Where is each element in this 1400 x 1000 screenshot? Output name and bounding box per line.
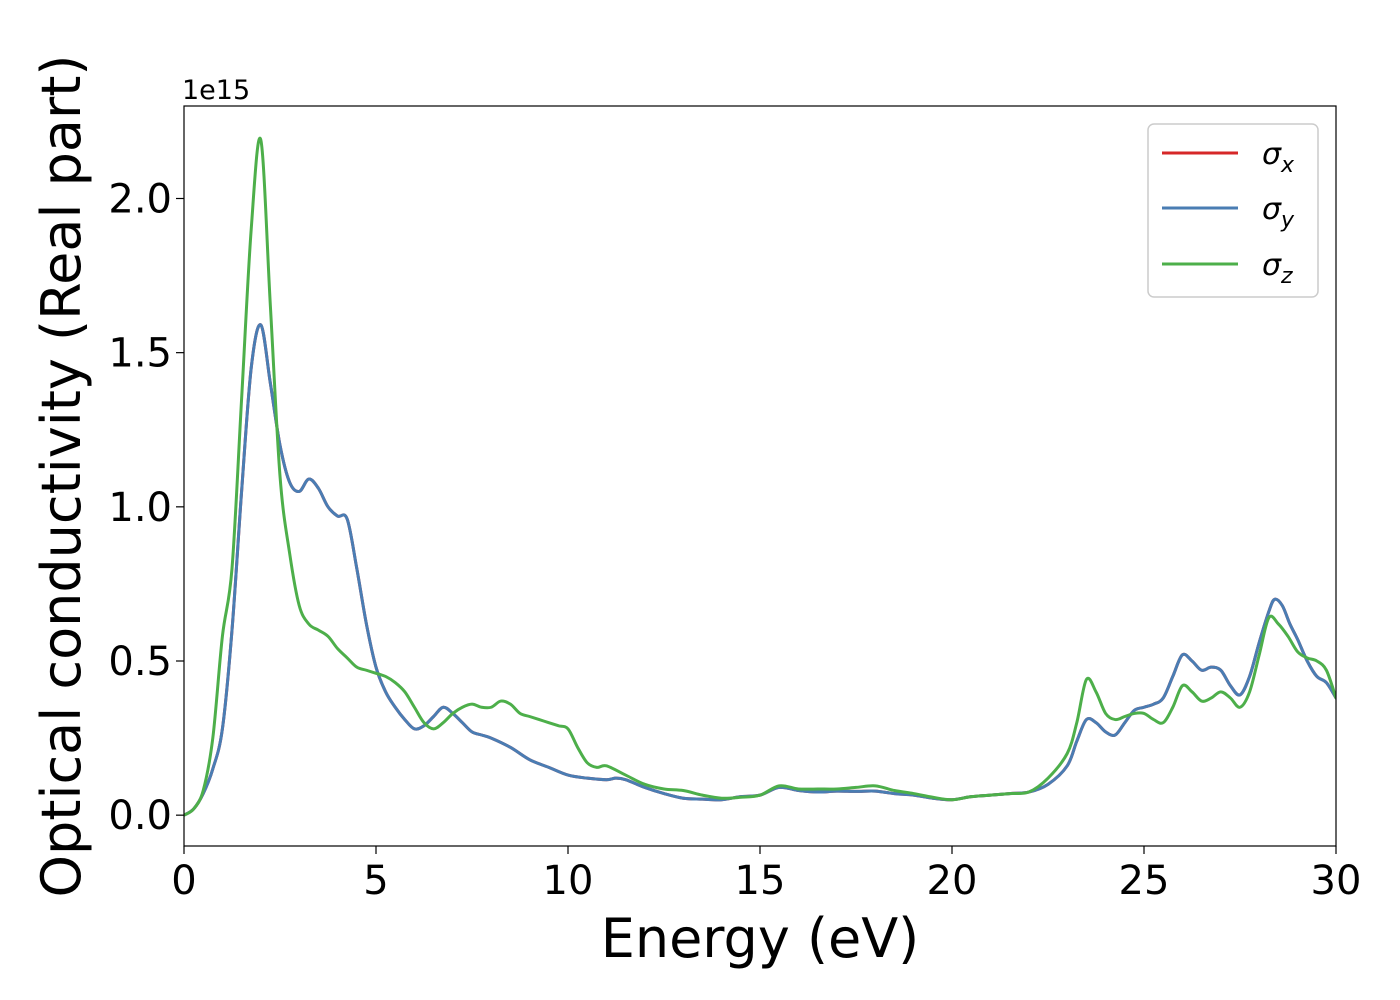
x-tick-label: 20 bbox=[927, 858, 978, 904]
x-axis-ticks: 0 5 10 15 20 25 30 bbox=[171, 846, 1361, 904]
legend-subscript-x: x bbox=[1280, 153, 1295, 178]
legend: σx σy σz bbox=[1147, 123, 1319, 298]
y-tick-label: 0.0 bbox=[108, 793, 172, 839]
series-line-z bbox=[184, 136, 1336, 817]
x-tick-label: 10 bbox=[543, 858, 594, 904]
legend-symbol-sigma-z: σ bbox=[1262, 248, 1282, 283]
series-layer bbox=[184, 136, 1336, 817]
y-axis-offset-label: 1e15 bbox=[182, 75, 250, 106]
y-tick-label: 2.0 bbox=[108, 177, 172, 223]
x-axis-label: Energy (eV) bbox=[601, 907, 920, 970]
legend-symbol-sigma-y: σ bbox=[1262, 192, 1282, 227]
x-tick-label: 30 bbox=[1311, 858, 1362, 904]
legend-subscript-y: y bbox=[1280, 208, 1295, 233]
legend-entry-sigma-x: σx bbox=[1262, 137, 1295, 178]
y-tick-label: 1.5 bbox=[108, 331, 172, 377]
legend-box bbox=[1147, 123, 1319, 298]
legend-symbol-sigma-x: σ bbox=[1262, 137, 1282, 172]
y-tick-label: 0.5 bbox=[108, 639, 172, 685]
y-axis-ticks: 0.0 0.5 1.0 1.5 2.0 bbox=[108, 177, 184, 839]
y-tick-label: 1.0 bbox=[108, 485, 172, 531]
y-axis-label: Optical conductivity (Real part) bbox=[30, 55, 93, 898]
x-tick-label: 5 bbox=[363, 858, 388, 904]
x-tick-label: 25 bbox=[1119, 858, 1170, 904]
x-tick-label: 15 bbox=[735, 858, 786, 904]
legend-entry-sigma-y: σy bbox=[1262, 192, 1295, 233]
legend-entry-sigma-z: σz bbox=[1262, 248, 1293, 289]
x-tick-label: 0 bbox=[171, 858, 196, 904]
legend-subscript-z: z bbox=[1280, 264, 1293, 289]
